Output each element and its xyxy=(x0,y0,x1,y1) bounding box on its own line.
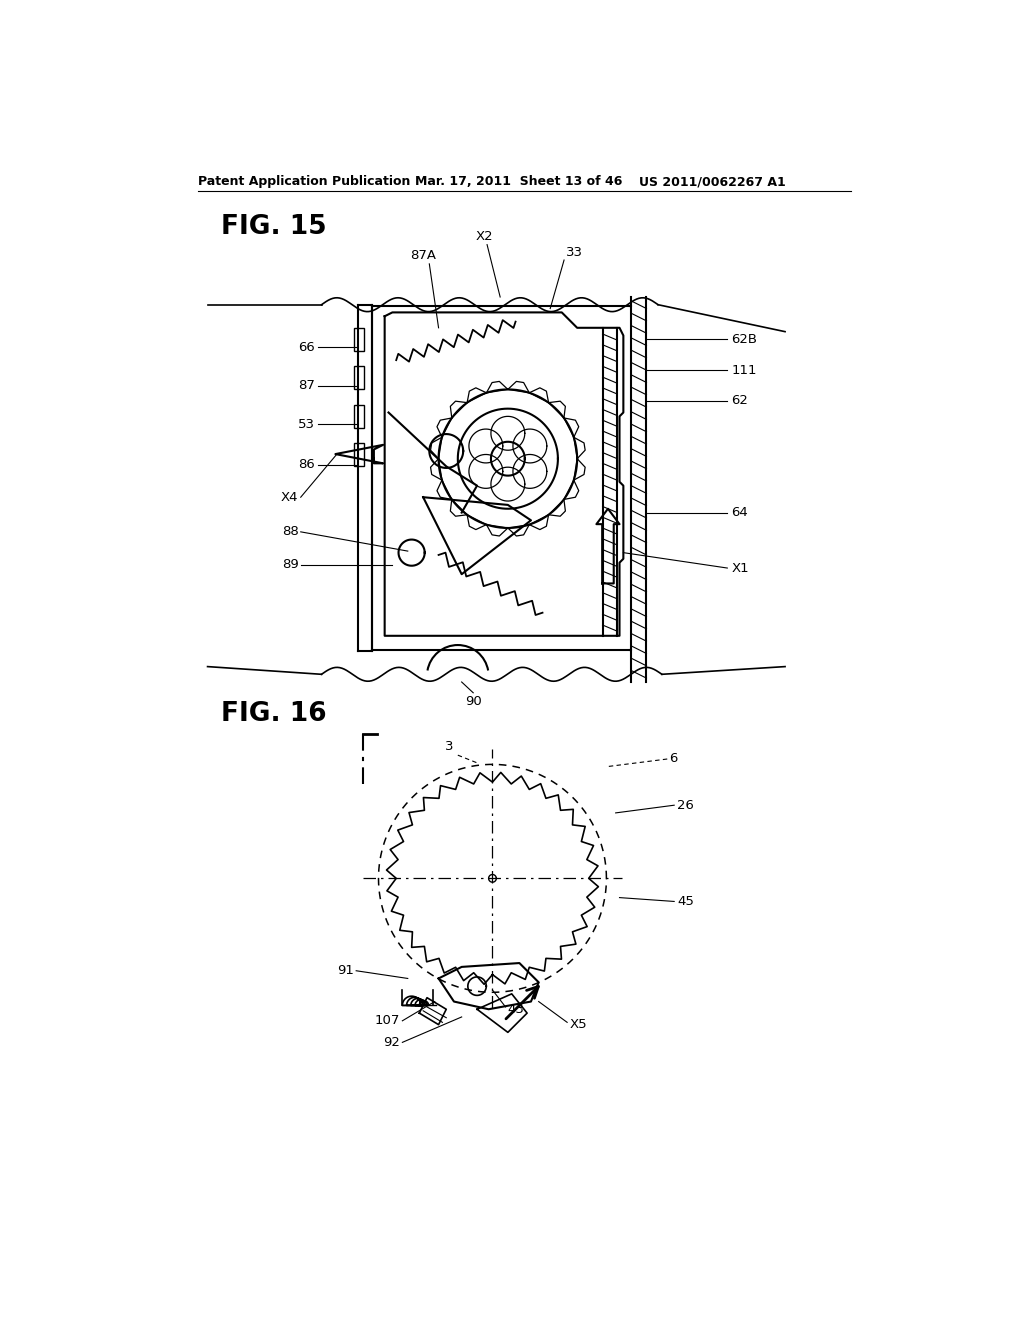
Text: 53: 53 xyxy=(298,417,315,430)
Text: 6: 6 xyxy=(670,752,678,766)
Text: 86: 86 xyxy=(299,458,315,471)
Text: 3: 3 xyxy=(445,739,454,752)
Text: US 2011/0062267 A1: US 2011/0062267 A1 xyxy=(639,176,785,189)
Text: 33: 33 xyxy=(565,246,583,259)
Text: 87: 87 xyxy=(298,379,315,392)
Bar xyxy=(354,444,364,466)
Text: 43: 43 xyxy=(508,1003,524,1016)
Bar xyxy=(354,367,364,389)
Text: 89: 89 xyxy=(282,558,298,572)
Text: 64: 64 xyxy=(731,506,748,519)
Text: 111: 111 xyxy=(731,363,757,376)
Text: FIG. 16: FIG. 16 xyxy=(221,701,327,727)
Text: 88: 88 xyxy=(282,525,298,539)
Text: Patent Application Publication: Patent Application Publication xyxy=(199,176,411,189)
Text: 92: 92 xyxy=(383,1036,400,1049)
Text: 62B: 62B xyxy=(731,333,757,346)
Text: 62: 62 xyxy=(731,395,749,408)
Bar xyxy=(354,405,364,428)
Text: 66: 66 xyxy=(299,341,315,354)
Text: FIG. 15: FIG. 15 xyxy=(221,214,327,240)
Text: 26: 26 xyxy=(677,799,694,812)
Text: 107: 107 xyxy=(375,1014,400,1027)
Text: 87A: 87A xyxy=(411,249,436,263)
Text: Mar. 17, 2011  Sheet 13 of 46: Mar. 17, 2011 Sheet 13 of 46 xyxy=(416,176,623,189)
Text: 90: 90 xyxy=(465,696,481,708)
Text: X1: X1 xyxy=(731,561,749,574)
Text: 45: 45 xyxy=(677,895,694,908)
Text: X5: X5 xyxy=(569,1018,587,1031)
Text: 91: 91 xyxy=(337,964,354,977)
Bar xyxy=(354,327,364,351)
Text: X4: X4 xyxy=(281,491,298,504)
Text: X2: X2 xyxy=(476,230,494,243)
